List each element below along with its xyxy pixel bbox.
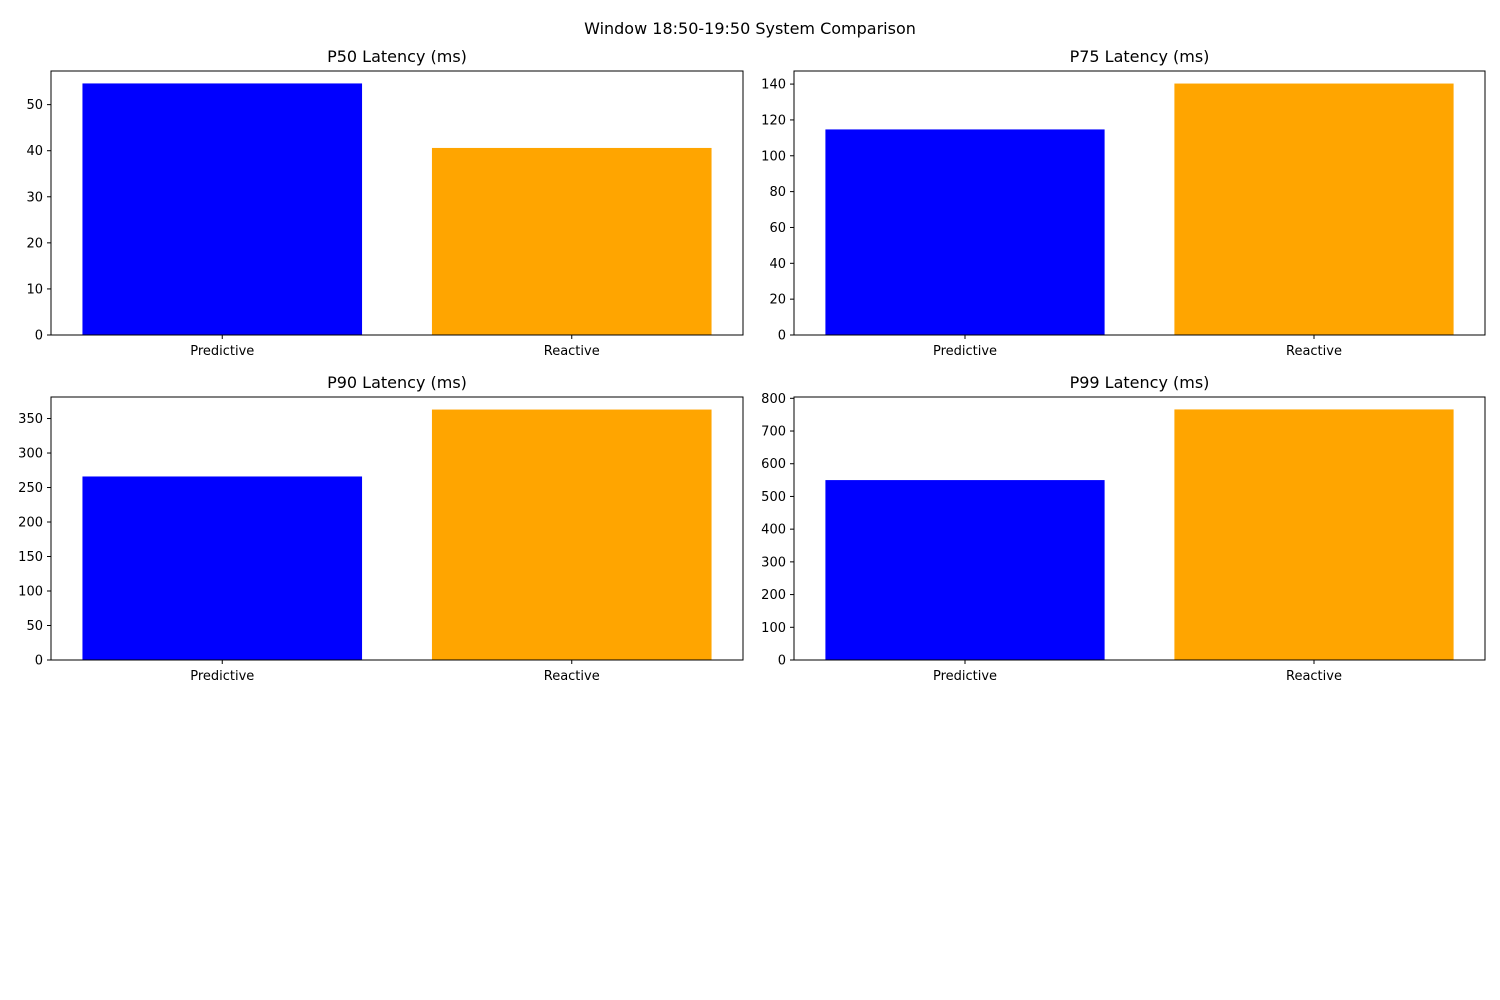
subplot-3: P90 Latency (ms) 0 50 100 150 200 250 300 350 Pre… — [18, 373, 744, 684]
y-tick-label: 150 — [18, 550, 43, 565]
subplot-4: P99 Latency (ms) 0 100 200 300 400 500 600 700 80… — [761, 373, 1486, 684]
bar-reactive — [1174, 409, 1454, 660]
y-tick-label: 700 — [761, 425, 786, 440]
x-tick-label: Predictive — [933, 344, 997, 359]
y-tick-label: 100 — [761, 621, 786, 636]
axes-frame — [50, 396, 744, 661]
y-tick-label: 500 — [761, 490, 786, 505]
y-tick-label: 400 — [761, 523, 786, 538]
x-tick-label: Predictive — [933, 669, 997, 684]
bar-reactive — [431, 147, 712, 335]
y-tick-label: 60 — [769, 221, 786, 236]
bar-predictive — [82, 83, 363, 335]
x-tick-label: Reactive — [544, 669, 600, 684]
y-tick-label: 40 — [769, 257, 786, 272]
figure-title: Window 18:50-19:50 System Comparison — [584, 19, 916, 38]
y-tick-label: 50 — [26, 98, 43, 113]
subplot-title: P50 Latency (ms) — [327, 47, 467, 66]
y-tick-label: 50 — [26, 619, 43, 634]
y-tick-label: 350 — [18, 412, 43, 427]
bar-predictive — [825, 129, 1105, 335]
y-tick-label: 300 — [18, 447, 43, 462]
y-tick-label: 120 — [761, 113, 786, 128]
x-tick-label: Predictive — [190, 669, 254, 684]
subplot-title: P75 Latency (ms) — [1070, 47, 1210, 66]
axes-frame — [50, 70, 744, 336]
y-tick-label: 200 — [18, 516, 43, 531]
y-tick-label: 100 — [18, 585, 43, 600]
y-tick-label: 0 — [35, 654, 43, 669]
y-tick-label: 800 — [761, 392, 786, 407]
y-tick-label: 20 — [26, 236, 43, 251]
y-tick-label: 250 — [18, 481, 43, 496]
y-tick-label: 40 — [26, 144, 43, 159]
x-tick-label: Reactive — [1286, 344, 1342, 359]
x-tick-label: Predictive — [190, 344, 254, 359]
bar-predictive — [825, 480, 1105, 660]
bar-reactive — [431, 409, 712, 660]
y-tick-label: 10 — [26, 282, 43, 297]
x-tick-label: Reactive — [1286, 669, 1342, 684]
y-tick-label: 0 — [778, 329, 786, 344]
y-tick-label: 0 — [35, 329, 43, 344]
y-tick-label: 100 — [761, 149, 786, 164]
subplot-1: P50 Latency (ms) 0 10 20 30 40 50 Predictive Rea… — [26, 47, 744, 359]
axes-frame — [793, 396, 1486, 661]
y-tick-label: 0 — [778, 654, 786, 669]
y-tick-label: 30 — [26, 190, 43, 205]
y-tick-label: 20 — [769, 293, 786, 308]
subplot-title: P99 Latency (ms) — [1070, 373, 1210, 392]
bar-reactive — [1174, 83, 1454, 335]
subplot-2: P75 Latency (ms) 0 20 40 60 80 100 120 140 Predic… — [761, 47, 1486, 359]
y-tick-label: 80 — [769, 185, 786, 200]
y-tick-label: 600 — [761, 457, 786, 472]
y-tick-label: 140 — [761, 78, 786, 93]
bar-predictive — [82, 476, 363, 660]
x-tick-label: Reactive — [544, 344, 600, 359]
y-tick-label: 200 — [761, 588, 786, 603]
axes-frame — [793, 70, 1486, 336]
y-tick-label: 300 — [761, 555, 786, 570]
subplot-title: P90 Latency (ms) — [327, 373, 467, 392]
